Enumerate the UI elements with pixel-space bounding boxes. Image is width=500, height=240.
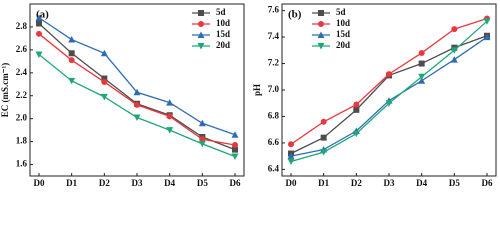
series-line [290, 36, 488, 157]
y-tick-label: 7.6 [268, 5, 280, 15]
marker [198, 10, 204, 16]
legend-label: 15d [336, 29, 350, 39]
marker [68, 57, 75, 64]
marker [353, 101, 360, 108]
marker [288, 141, 294, 148]
legend-label: 10d [336, 18, 350, 28]
y-tick-label: 6.4 [268, 163, 280, 173]
legend-label: 5d [336, 7, 346, 17]
marker [317, 31, 325, 38]
marker [35, 14, 43, 21]
marker [166, 113, 173, 120]
marker [318, 21, 324, 27]
marker [100, 49, 108, 57]
x-tick-label: D4 [164, 178, 175, 188]
x-tick-label: D1 [318, 178, 329, 188]
x-tick-label: D3 [384, 178, 395, 188]
marker [36, 20, 42, 27]
marker [320, 149, 328, 156]
x-tick-label: D6 [230, 178, 241, 188]
x-tick-label: D1 [66, 178, 77, 188]
y-tick-label: 2.8 [16, 21, 28, 31]
y-tick-label: 1.6 [16, 159, 28, 169]
y-tick-label: 1.8 [16, 136, 28, 146]
marker [101, 78, 108, 85]
x-tick-label: D6 [482, 178, 493, 188]
plot-frame [281, 3, 497, 177]
y-tick-label: 6.6 [268, 137, 280, 147]
marker [198, 140, 206, 148]
legend-label: 20d [216, 40, 230, 50]
y-tick-label: 2.6 [16, 44, 28, 54]
y-axis-label: EC (mS.cm⁻¹) [0, 63, 10, 117]
marker [101, 75, 108, 82]
marker [352, 130, 360, 138]
marker [317, 43, 325, 50]
marker [231, 153, 239, 161]
marker [287, 158, 295, 165]
x-tick-label: D0 [34, 178, 45, 188]
marker [450, 56, 458, 63]
x-tick-label: D4 [416, 178, 427, 188]
x-tick-label: D3 [132, 178, 143, 188]
marker [418, 73, 426, 81]
marker [68, 50, 75, 57]
marker [166, 99, 174, 106]
marker [232, 142, 238, 149]
legend-label: 20d [336, 40, 350, 50]
y-tick-label: 2.2 [16, 90, 28, 100]
marker [134, 101, 140, 108]
marker [133, 88, 141, 96]
marker [68, 36, 76, 43]
marker [451, 26, 458, 33]
marker [166, 127, 174, 134]
marker [199, 136, 206, 143]
marker [385, 100, 393, 107]
marker [231, 131, 239, 138]
x-tick-label: D5 [449, 178, 460, 188]
marker [318, 10, 324, 16]
y-tick-label: 7.0 [268, 84, 280, 94]
legend-label: 15d [216, 29, 230, 39]
marker [353, 106, 360, 113]
marker [418, 49, 425, 56]
legend-label: 5d [216, 7, 226, 17]
marker [197, 43, 205, 50]
marker [133, 114, 141, 122]
marker [287, 152, 295, 160]
marker [483, 33, 491, 41]
marker [197, 31, 205, 38]
y-tick-label: 2.4 [16, 67, 28, 77]
series-line [290, 35, 488, 155]
marker [68, 77, 76, 85]
y-tick-label: 7.2 [268, 58, 280, 68]
x-tick-label: D0 [286, 178, 297, 188]
legend-label: 10d [216, 18, 230, 28]
marker [198, 21, 204, 27]
series-line [290, 20, 488, 163]
y-tick-label: 7.4 [268, 31, 280, 41]
marker [450, 47, 458, 54]
panel-label: (b) [288, 9, 302, 21]
figure: 1.6 1.8 2.0 2.2 2.4 2.6 2.8 D0 D1 D2 D3 D4 D5 D6 EC (m… [0, 3, 497, 188]
marker [320, 134, 327, 141]
marker [386, 71, 392, 78]
marker [320, 118, 327, 125]
x-tick-label: D2 [99, 178, 110, 188]
marker [418, 60, 425, 67]
x-tick-label: D5 [197, 178, 208, 188]
x-tick-label: D2 [351, 178, 362, 188]
marker [232, 146, 238, 153]
marker [100, 93, 108, 101]
y-axis-label: pH [252, 84, 262, 96]
y-tick-label: 6.8 [268, 111, 280, 121]
marker [198, 119, 206, 127]
y-tick-label: 2.0 [16, 113, 28, 123]
marker [36, 30, 42, 37]
marker [483, 18, 491, 25]
marker [35, 51, 43, 58]
marker [418, 77, 426, 84]
